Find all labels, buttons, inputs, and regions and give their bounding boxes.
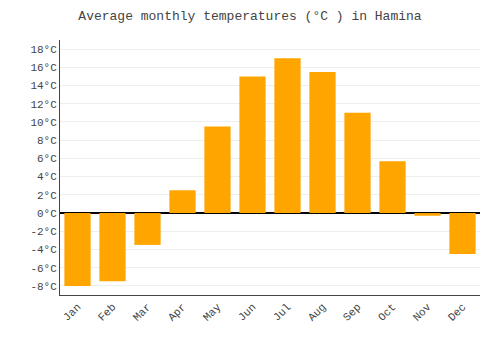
svg-text:Dec: Dec xyxy=(446,301,468,323)
svg-text:-6°C: -6°C xyxy=(30,263,57,275)
svg-text:Nov: Nov xyxy=(411,301,434,324)
svg-text:8°C: 8°C xyxy=(37,135,57,147)
svg-text:Apr: Apr xyxy=(166,301,188,323)
svg-text:18°C: 18°C xyxy=(30,44,57,56)
svg-text:16°C: 16°C xyxy=(30,62,57,74)
svg-text:Aug: Aug xyxy=(306,301,328,323)
svg-text:Sep: Sep xyxy=(341,301,363,323)
svg-text:4°C: 4°C xyxy=(37,171,57,183)
svg-text:Jun: Jun xyxy=(236,301,258,323)
svg-text:12°C: 12°C xyxy=(30,99,57,111)
svg-text:-4°C: -4°C xyxy=(30,244,57,256)
svg-text:-8°C: -8°C xyxy=(30,281,57,293)
svg-text:6°C: 6°C xyxy=(37,153,57,165)
svg-text:Jan: Jan xyxy=(61,301,83,323)
svg-text:Oct: Oct xyxy=(376,301,398,323)
svg-text:-2°C: -2°C xyxy=(30,226,57,238)
svg-text:Mar: Mar xyxy=(131,301,153,323)
svg-text:10°C: 10°C xyxy=(30,117,57,129)
svg-text:Jul: Jul xyxy=(271,301,293,323)
svg-text:0°C: 0°C xyxy=(37,208,57,220)
svg-text:2°C: 2°C xyxy=(37,190,57,202)
svg-text:Average monthly temperatures (: Average monthly temperatures (°C ) in Ha… xyxy=(78,9,421,24)
svg-text:May: May xyxy=(201,301,224,324)
svg-text:14°C: 14°C xyxy=(30,80,57,92)
svg-text:Feb: Feb xyxy=(96,301,118,323)
